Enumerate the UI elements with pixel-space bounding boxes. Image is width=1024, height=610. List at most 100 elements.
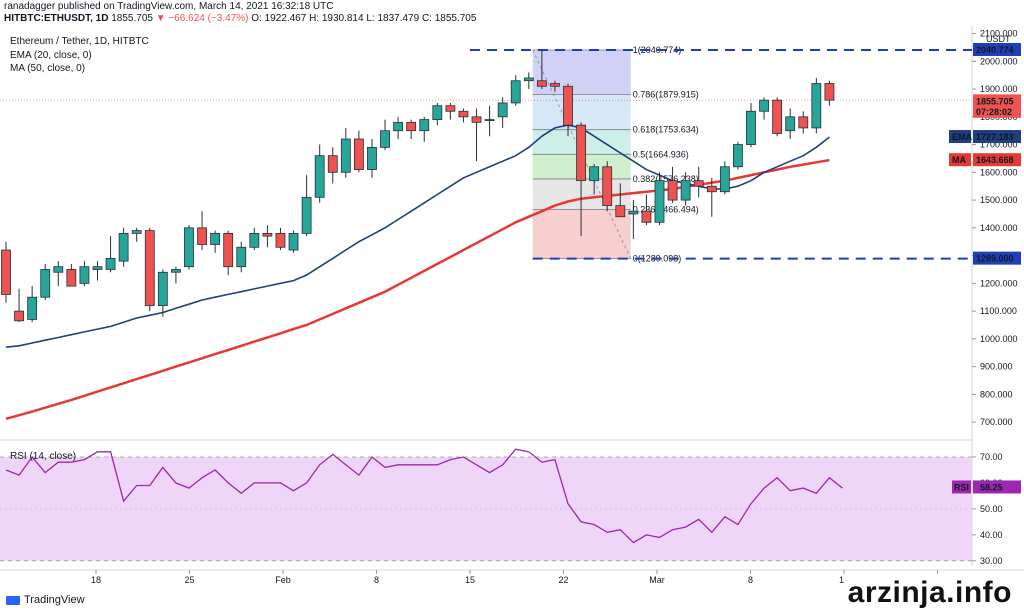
candle-body: [628, 210, 639, 215]
price-axis-unit: USDT: [986, 34, 1011, 44]
candle: [131, 227, 142, 242]
candle-body: [471, 116, 482, 123]
candle-body: [275, 232, 286, 248]
legend-ema: EMA (20, close, 0): [10, 50, 92, 61]
price-tick-label: 1700.000: [980, 140, 1018, 150]
candle: [249, 227, 260, 251]
candle-body: [314, 155, 325, 198]
candle-body: [367, 146, 377, 170]
candle: [157, 269, 168, 317]
legend-ma: MA (50, close, 0): [10, 63, 86, 74]
price-tick-label: 1200.000: [980, 278, 1018, 288]
candle: [171, 266, 181, 284]
candle: [419, 116, 430, 142]
candle-body: [340, 138, 351, 173]
candle: [197, 211, 207, 251]
price-tag-box: [973, 130, 1021, 144]
candle: [79, 261, 90, 287]
candle: [393, 116, 404, 140]
candle-body: [27, 296, 38, 320]
candle-body: [40, 269, 51, 298]
candle-body: [157, 271, 168, 306]
candle-body: [785, 116, 796, 132]
price-tag-box: [973, 42, 1021, 56]
candle: [563, 83, 573, 137]
candle-body: [262, 232, 273, 237]
candle-body: [523, 77, 534, 82]
legend-title: Ethereum / Tether, 1D, HITBTC: [10, 36, 149, 47]
candle-body: [288, 232, 299, 251]
candle: [353, 130, 364, 173]
price-tick-label: 2000.000: [980, 56, 1018, 66]
candle: [719, 161, 730, 195]
time-tick-label: 8: [374, 575, 379, 585]
candle-body: [197, 227, 207, 245]
candle: [105, 236, 116, 273]
rsi-line: [5, 448, 843, 544]
price-tick-label: 2100.000: [980, 29, 1018, 39]
candle-body: [184, 227, 194, 268]
candle: [523, 72, 534, 90]
price-tag: 1643.668 MA: [949, 153, 1021, 167]
candle-body: [550, 83, 560, 87]
candle: [824, 80, 835, 106]
candle: [236, 241, 247, 273]
chart-svg[interactable]: 700.000 800.000 900.000 1000.000 1100.000 120…: [0, 26, 1024, 586]
candle: [210, 230, 221, 253]
rsi-series-tag-box: [952, 480, 971, 494]
tradingview-icon: [6, 595, 20, 605]
candle-body: [680, 180, 691, 201]
candle: [471, 108, 482, 162]
time-axis: 1825Feb81522Mar81522: [91, 570, 943, 585]
candle: [1, 241, 11, 303]
candle-body: [118, 232, 129, 262]
fib-label: 0.236(1466.494): [633, 204, 699, 214]
candle-body: [719, 166, 730, 193]
candle: [759, 97, 769, 120]
fib-zone: [532, 209, 631, 259]
rsi-tag-label: 58.25: [980, 482, 1003, 492]
candle-body: [380, 130, 390, 148]
candle-body: [654, 180, 665, 223]
last-price: 1855.705: [111, 13, 153, 24]
candle-body: [811, 83, 822, 129]
candle: [497, 97, 508, 128]
series-tag-box: [949, 130, 971, 144]
candle: [536, 50, 547, 90]
price-tick-label: 900.000: [980, 362, 1013, 372]
candle: [53, 261, 64, 287]
candle: [641, 194, 652, 226]
candle: [262, 225, 273, 248]
candle: [288, 230, 299, 253]
price-tick-label: 1500.000: [980, 195, 1018, 205]
price-tag: 2040.774: [973, 42, 1021, 56]
candle: [576, 122, 586, 237]
time-tick-label: 18: [91, 575, 101, 585]
candle-body: [510, 80, 521, 104]
price-change: ▼ −66.624 (−3.47%): [155, 13, 249, 24]
tradingview-logo[interactable]: TradingView: [6, 594, 85, 606]
symbol-label: HITBTC:ETHUSDT, 1D: [4, 13, 109, 24]
published-line: ranadagger published on TradingView.com,…: [4, 1, 334, 12]
candle-body: [105, 257, 116, 270]
price-tick-label: 1900.000: [980, 84, 1018, 94]
price-tag-label: 1643.668: [976, 155, 1014, 165]
candle-body: [327, 155, 338, 173]
price-axis: 700.000 800.000 900.000 1000.000 1100.000 120…: [972, 29, 1018, 427]
candle-body: [746, 110, 756, 145]
time-tick-label: Mar: [649, 575, 665, 585]
ema20-line: [5, 124, 830, 348]
candle: [275, 227, 286, 251]
candle-body: [210, 232, 221, 245]
series-tag-label: EMA: [952, 132, 973, 142]
candle: [733, 141, 743, 170]
price-tick-label: 1600.000: [980, 167, 1018, 177]
candle: [510, 75, 521, 106]
candle: [92, 261, 103, 281]
ma50-line: [5, 158, 830, 421]
candle-body: [432, 105, 443, 120]
series-tag-box: [949, 153, 971, 167]
price-tag: 07:28:02: [973, 104, 1021, 118]
symbol-ohlc-line: HITBTC:ETHUSDT, 1D 1855.705 ▼ −66.624 (−…: [4, 13, 476, 25]
